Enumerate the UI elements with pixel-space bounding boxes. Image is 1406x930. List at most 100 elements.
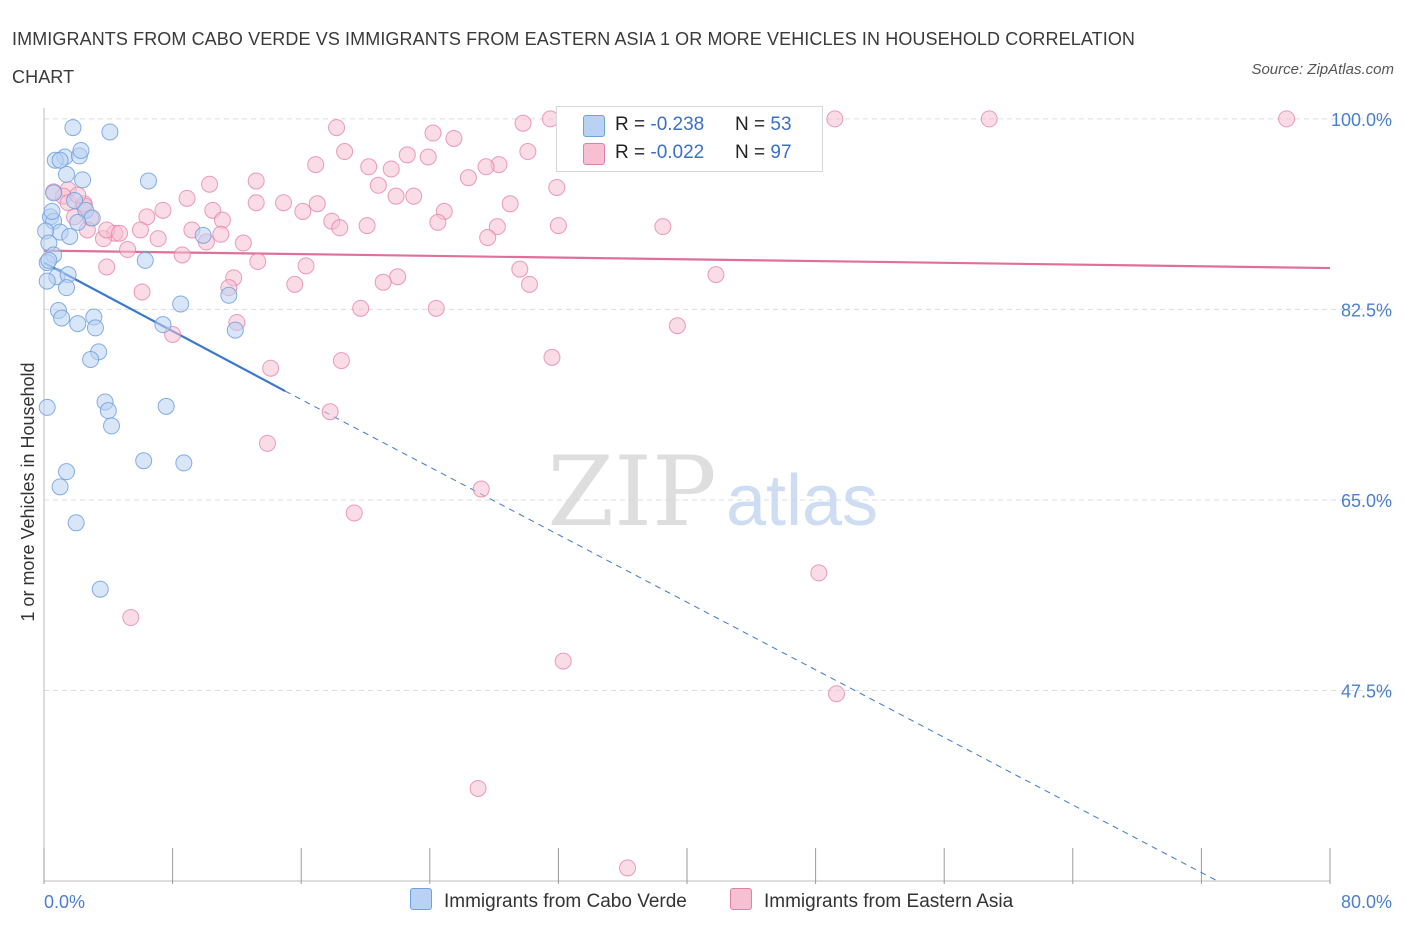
y-tick-label: 100.0%	[1331, 110, 1392, 130]
legend-r-value: -0.238	[650, 114, 705, 135]
point-eastern-asia	[654, 218, 672, 236]
point-eastern-asia	[122, 609, 140, 627]
point-eastern-asia	[419, 148, 437, 166]
point-eastern-asia	[472, 480, 490, 498]
x-tick-labels: 0.0% 80.0%	[44, 892, 1392, 912]
point-eastern-asia	[374, 273, 392, 291]
point-cabo-verde	[61, 227, 79, 245]
point-eastern-asia	[668, 317, 686, 335]
source-label: Source: ZipAtlas.com	[1251, 61, 1394, 78]
point-cabo-verde	[139, 172, 157, 190]
point-eastern-asia	[405, 187, 423, 205]
point-cabo-verde	[157, 397, 175, 415]
point-eastern-asia	[549, 217, 567, 235]
point-eastern-asia	[286, 275, 304, 293]
point-cabo-verde	[66, 192, 84, 210]
point-eastern-asia	[980, 110, 998, 128]
point-eastern-asia	[307, 156, 325, 174]
point-cabo-verde	[51, 478, 69, 496]
point-eastern-asia	[358, 217, 376, 235]
trend-lines	[43, 249, 1331, 882]
watermark-atlas: atlas	[726, 461, 878, 541]
point-cabo-verde	[175, 454, 193, 472]
grid-lines	[44, 118, 1390, 691]
correlation-legend: R = -0.238 N = 53 R = -0.022 N = 97	[556, 106, 823, 172]
point-cabo-verde	[72, 141, 90, 159]
point-eastern-asia	[328, 119, 346, 137]
point-cabo-verde	[226, 321, 244, 339]
point-eastern-asia	[424, 124, 442, 142]
point-eastern-asia	[519, 143, 537, 161]
point-eastern-asia	[352, 299, 370, 317]
point-eastern-asia	[429, 213, 447, 231]
point-eastern-asia	[234, 234, 252, 252]
watermark-zip: ZIP	[547, 436, 716, 548]
y-tick-labels: 47.5% 65.0% 82.5% 100.0%	[1331, 110, 1392, 702]
point-eastern-asia	[294, 202, 312, 220]
point-eastern-asia	[247, 172, 265, 190]
bottom-legend-cabo-verde: Immigrants from Cabo Verde	[410, 888, 687, 913]
legend-n-value: 53	[770, 114, 792, 135]
point-eastern-asia	[826, 110, 844, 128]
legend-n-value: 97	[770, 142, 792, 163]
trend-line-eastern-asia	[43, 249, 1331, 270]
point-eastern-asia	[321, 403, 339, 421]
point-cabo-verde	[69, 315, 87, 333]
bottom-legend-swatch-blue	[410, 888, 432, 910]
point-eastern-asia	[201, 175, 219, 193]
y-axis-label: 1 or more Vehicles in Household	[18, 362, 38, 621]
legend-r-value: -0.022	[650, 142, 705, 163]
chart-title: IMMIGRANTS FROM CABO VERDE VS IMMIGRANTS…	[12, 29, 1136, 87]
point-eastern-asia	[258, 434, 276, 452]
point-cabo-verde	[64, 119, 82, 137]
y-tick-label: 82.5%	[1341, 300, 1392, 320]
point-eastern-asia	[554, 652, 572, 670]
point-eastern-asia	[548, 178, 566, 196]
point-eastern-asia	[520, 275, 538, 293]
point-eastern-asia	[810, 564, 828, 582]
point-cabo-verde	[43, 202, 61, 220]
point-cabo-verde	[83, 209, 101, 227]
point-eastern-asia	[469, 779, 487, 797]
point-cabo-verde	[86, 319, 104, 337]
point-eastern-asia	[308, 195, 326, 213]
legend-row-eastern-asia: R = -0.022 N = 97	[557, 139, 822, 167]
x-tick-label: 0.0%	[44, 892, 85, 912]
y-tick-label: 65.0%	[1341, 491, 1392, 511]
x-tick-label: 80.0%	[1341, 892, 1392, 912]
point-eastern-asia	[387, 187, 405, 205]
legend-n-label: N = 53	[735, 114, 792, 135]
point-eastern-asia	[249, 253, 267, 271]
point-eastern-asia	[154, 201, 172, 219]
point-eastern-asia	[275, 194, 293, 212]
point-eastern-asia	[707, 266, 725, 284]
bottom-legend-label: Immigrants from Cabo Verde	[444, 891, 687, 912]
point-cabo-verde	[154, 316, 172, 334]
legend-swatch-blue	[583, 115, 605, 137]
point-cabo-verde	[40, 251, 58, 269]
point-cabo-verde	[136, 251, 154, 269]
point-eastern-asia	[445, 129, 463, 147]
point-cabo-verde	[38, 398, 56, 416]
point-eastern-asia	[332, 352, 350, 370]
point-cabo-verde	[67, 514, 85, 532]
point-cabo-verde	[135, 452, 153, 470]
point-eastern-asia	[501, 195, 519, 213]
legend-n-label: N = 97	[735, 142, 792, 163]
point-eastern-asia	[212, 225, 230, 243]
point-eastern-asia	[369, 176, 387, 194]
point-eastern-asia	[131, 221, 149, 239]
point-cabo-verde	[58, 463, 76, 481]
point-eastern-asia	[247, 194, 265, 212]
point-cabo-verde	[69, 213, 87, 231]
point-cabo-verde	[220, 286, 238, 304]
point-eastern-asia	[360, 158, 378, 176]
point-eastern-asia	[514, 114, 532, 132]
point-eastern-asia	[336, 143, 354, 161]
bottom-legend-label: Immigrants from Eastern Asia	[764, 891, 1014, 912]
point-cabo-verde	[99, 402, 117, 420]
point-eastern-asia	[382, 160, 400, 178]
point-eastern-asia	[178, 189, 196, 207]
point-cabo-verde	[53, 309, 71, 327]
